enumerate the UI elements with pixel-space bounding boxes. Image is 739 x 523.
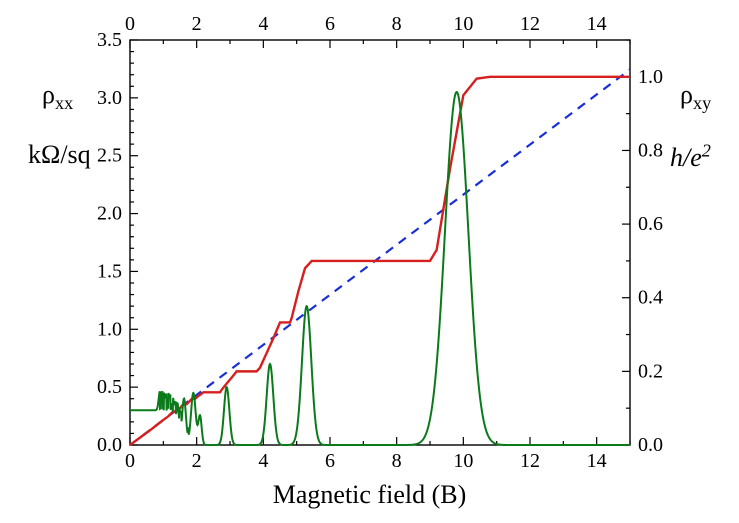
y-left-tick: 3.0 <box>97 87 122 109</box>
y-right-tick: 0.6 <box>638 213 663 235</box>
x-tick-bottom: 6 <box>325 450 335 472</box>
x-tick-top: 2 <box>192 13 202 35</box>
x-tick-bottom: 2 <box>192 450 202 472</box>
x-tick-top: 4 <box>258 13 268 35</box>
y-right-tick: 1.0 <box>638 66 663 88</box>
x-tick-bottom: 0 <box>125 450 135 472</box>
x-tick-bottom: 4 <box>258 450 268 472</box>
y-right-tick: 0.8 <box>638 139 663 161</box>
y-left-label-rhoxx: ρxx <box>42 80 73 114</box>
y-right-tick: 0.2 <box>638 360 663 382</box>
x-axis-label: Magnetic field (B) <box>0 480 739 510</box>
y-left-tick: 0.0 <box>97 434 122 456</box>
y-left-label-units: kΩ/sq <box>28 140 91 170</box>
plot-svg: 0 2 4 6 8 10 12 14 0 2 4 6 8 10 12 14 0.0 0.5 1.0 1.5 2.0 2.5… <box>0 0 739 523</box>
y-right-label-rhoxy: ρxy <box>680 80 711 114</box>
x-tick-top: 12 <box>520 13 540 35</box>
x-tick-top: 10 <box>453 13 473 35</box>
x-tick-bottom: 14 <box>587 450 607 472</box>
y-left-tick: 2.0 <box>97 203 122 225</box>
y-left-tick: 0.5 <box>97 376 122 398</box>
qhe-resistivity-chart: { "meta": { "type": "line", "background_… <box>0 0 739 523</box>
y-left-tick: 3.5 <box>97 29 122 51</box>
y-left-tick: 2.5 <box>97 145 122 167</box>
series-classical-hall <box>130 69 630 445</box>
series-quantized-hall <box>130 77 630 445</box>
x-tick-bottom: 10 <box>453 450 473 472</box>
y-left-tick: 1.5 <box>97 260 122 282</box>
x-tick-bottom: 8 <box>392 450 402 472</box>
y-right-tick: 0.0 <box>638 434 663 456</box>
x-tick-top: 8 <box>392 13 402 35</box>
x-tick-top: 14 <box>587 13 607 35</box>
y-right-tick: 0.4 <box>638 287 663 309</box>
x-tick-top: 0 <box>125 13 135 35</box>
x-tick-top: 6 <box>325 13 335 35</box>
y-right-label-units: h/e2 <box>670 140 711 173</box>
y-left-tick: 1.0 <box>97 318 122 340</box>
x-tick-bottom: 12 <box>520 450 540 472</box>
plot-frame <box>130 40 630 445</box>
